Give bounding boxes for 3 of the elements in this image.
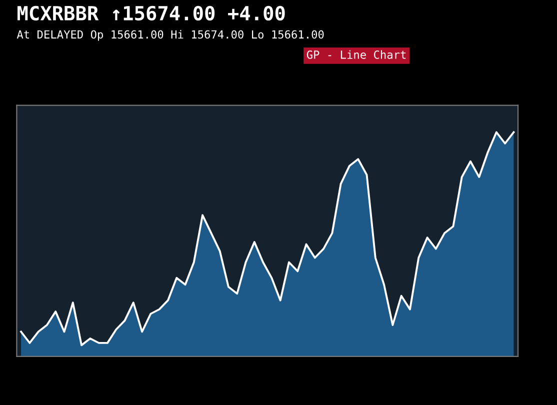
chart-subtitle: At DELAYED Op 15661.00 Hi 15674.00 Lo 15661.00 [16, 30, 324, 41]
chart-title: MCXRBBR ↑15674.00 +4.00 [18, 6, 285, 21]
text: GP - Line Chart [306, 50, 406, 59]
